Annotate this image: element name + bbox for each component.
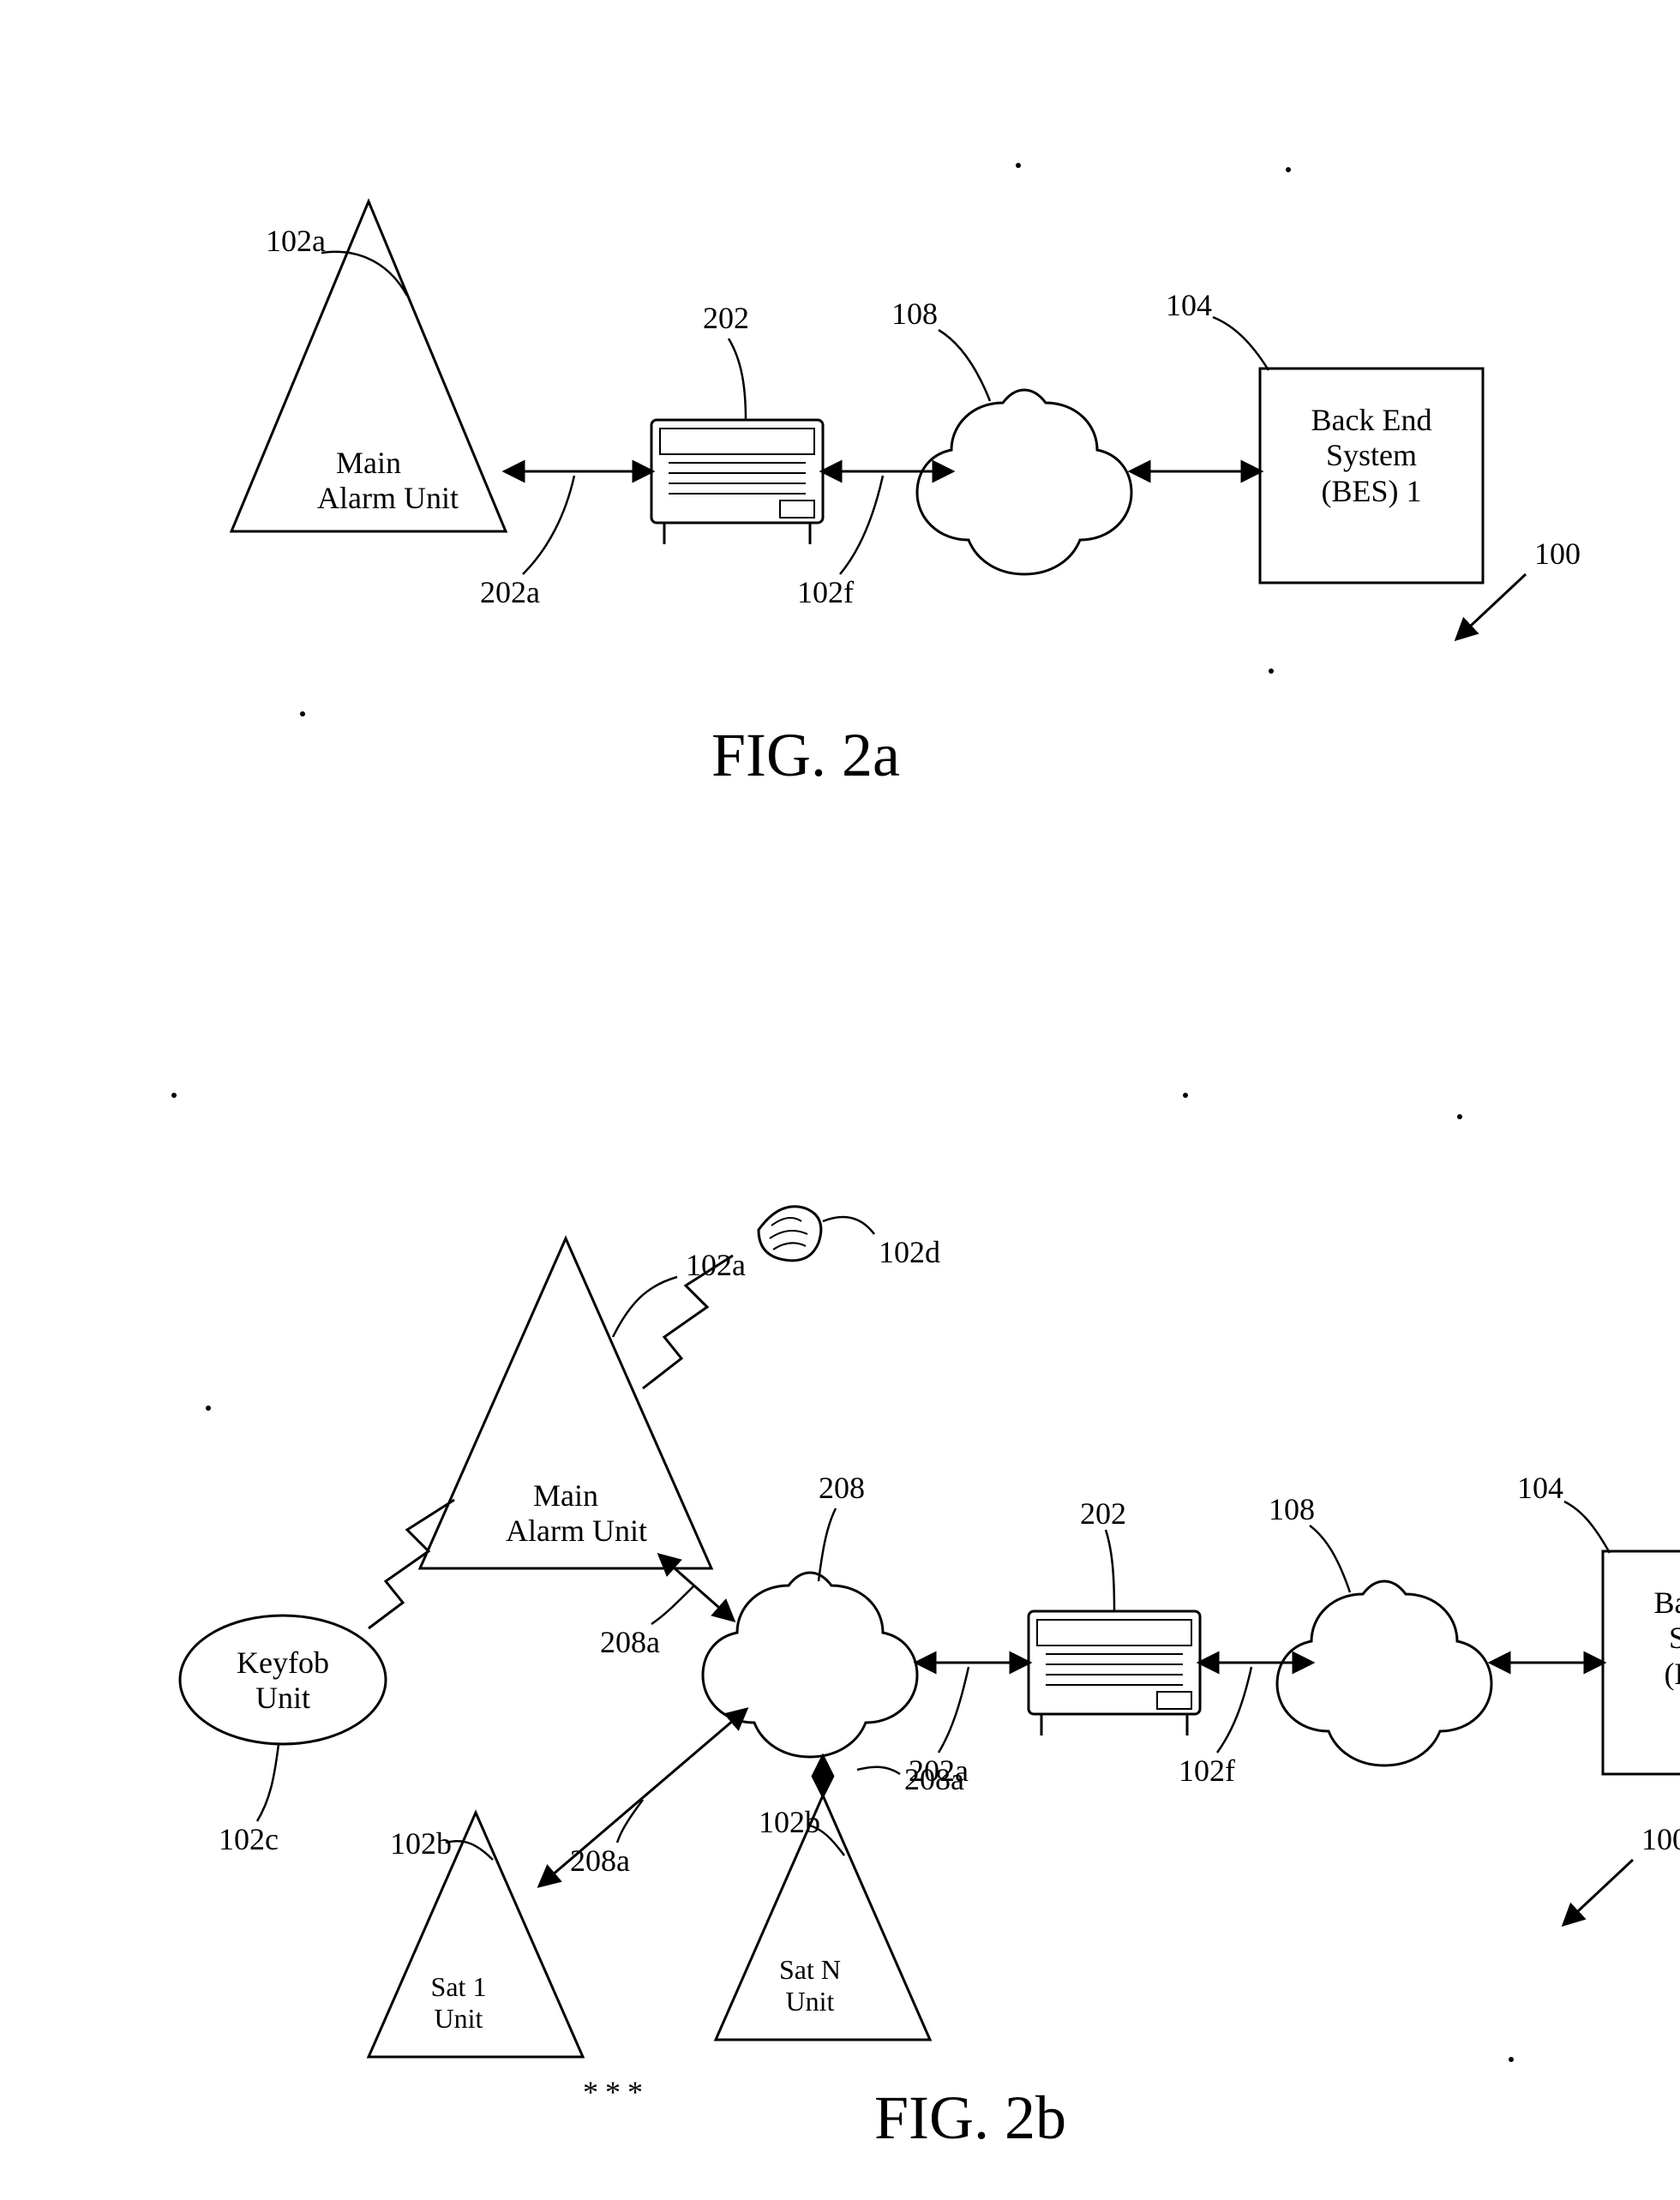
main-alarm-b-label: Main Alarm Unit: [506, 1478, 626, 1550]
ref-208a-2: 208a: [570, 1843, 630, 1879]
diagram-svg: [0, 0, 1680, 2200]
ref-100-b: 100: [1641, 1821, 1680, 1857]
bes-a-l3: (BES) 1: [1277, 474, 1466, 509]
sat1-l2: Unit: [411, 2003, 506, 2035]
ref-102f-a: 102f: [797, 574, 854, 610]
dot: [206, 1406, 211, 1411]
keyfob-label: Keyfob Unit: [231, 1646, 334, 1717]
dot: [1286, 167, 1291, 172]
satn-l1: Sat N: [763, 1954, 857, 1986]
bes-a-text: Back End System (BES) 1: [1277, 403, 1466, 509]
bes-b-l3: (BES) 1: [1616, 1657, 1680, 1692]
satn-label: Sat N Unit: [763, 1954, 857, 2017]
main-alarm-a-label: Main Alarm Unit: [317, 446, 420, 517]
dot: [1016, 163, 1021, 168]
dot: [1457, 1114, 1462, 1119]
dot: [1183, 1093, 1188, 1098]
ref-202a-b2: 202a: [909, 1753, 969, 1789]
sat1-l1: Sat 1: [411, 1971, 506, 2003]
ref-202-a: 202: [703, 300, 749, 336]
keyfob-l2: Unit: [231, 1681, 334, 1716]
ref-102b-1: 102b: [390, 1825, 452, 1861]
dot: [1269, 668, 1274, 674]
main-alarm-a-l2: Alarm Unit: [317, 481, 420, 516]
bes-a-l2: System: [1277, 438, 1466, 473]
bes-b-l2: System: [1616, 1621, 1680, 1656]
ref-202a-a: 202a: [480, 574, 540, 610]
fig-2b-caption: FIG. 2b: [874, 2083, 1066, 2154]
fig-2b-group: [180, 1207, 1680, 2057]
main-alarm-b-l1: Main: [506, 1478, 626, 1514]
satn-l2: Unit: [763, 1986, 857, 2017]
ref-108-b: 108: [1269, 1491, 1315, 1527]
ref-208a-1: 208a: [600, 1624, 660, 1660]
ref-104-a: 104: [1166, 287, 1212, 323]
dot: [1509, 2057, 1514, 2062]
bes-a-l1: Back End: [1277, 403, 1466, 438]
ellipsis: ***: [583, 2074, 650, 2110]
ref-102a-a: 102a: [266, 223, 326, 259]
dot: [300, 711, 305, 716]
dot: [171, 1093, 177, 1098]
bes-b-text: Back End System (BES) 1: [1616, 1586, 1680, 1692]
keyfob-l1: Keyfob: [231, 1646, 334, 1681]
ref-100-a: 100: [1534, 536, 1581, 572]
ref-102b-2: 102b: [759, 1804, 820, 1840]
diagram-stage: Main Alarm Unit 102a 202a 202 102f 108 1…: [0, 0, 1680, 2200]
sat1-label: Sat 1 Unit: [411, 1971, 506, 2035]
main-alarm-b-l2: Alarm Unit: [506, 1514, 626, 1549]
ref-102f-b: 102f: [1179, 1753, 1235, 1789]
main-alarm-a-l1: Main: [317, 446, 420, 481]
ref-108-a: 108: [891, 296, 938, 332]
bes-b-l1: Back End: [1616, 1586, 1680, 1621]
fig-2a-caption: FIG. 2a: [711, 720, 900, 791]
ref-208: 208: [819, 1470, 865, 1506]
ref-104-b: 104: [1517, 1470, 1563, 1506]
ref-102d: 102d: [879, 1234, 940, 1270]
ref-102a-b: 102a: [686, 1247, 746, 1283]
ref-202-b: 202: [1080, 1496, 1126, 1532]
ref-102c: 102c: [219, 1821, 279, 1857]
